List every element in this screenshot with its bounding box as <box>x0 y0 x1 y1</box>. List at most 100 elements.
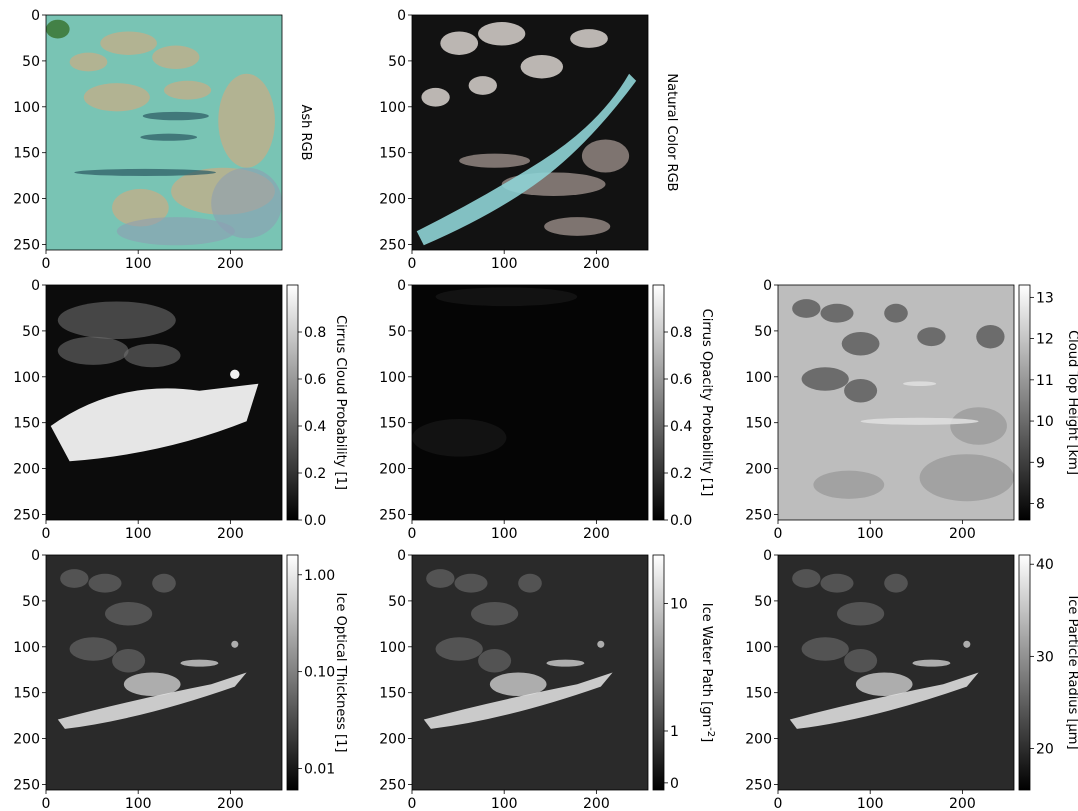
colorbar-tick-label: 10 <box>670 596 688 612</box>
y-tick-label: 250 <box>13 237 40 253</box>
x-tick-label: 100 <box>491 796 518 811</box>
x-tick-label: 200 <box>583 526 610 542</box>
cirrus-cloud-probability-label: Cirrus Cloud Probability [1] <box>333 315 348 490</box>
y-tick-label: 200 <box>745 462 772 478</box>
colorbar-tick-label: 0.6 <box>304 372 326 388</box>
cloud-top-height-label: Cloud Top Height [km] <box>1065 330 1078 475</box>
y-tick-label: 150 <box>379 416 406 432</box>
y-tick-label: 250 <box>13 507 40 523</box>
colorbar-tick-label: 0.0 <box>670 513 692 529</box>
colorbar-tick-label: 0.10 <box>304 665 335 681</box>
panel-natural-color-rgb: 0 100 200 0 50 100 150 200 250 Natural Color RGB <box>379 8 679 272</box>
y-tick-label: 200 <box>379 192 406 208</box>
ash-rgb-label: Ash RGB <box>298 104 313 160</box>
colorbar-tick-label: 13 <box>1036 290 1054 306</box>
y-tick-label: 100 <box>13 100 40 116</box>
colorbar-tick-label: 20 <box>1036 742 1054 758</box>
x-tick-label: 200 <box>217 526 244 542</box>
ice-optical-thickness-colorbar <box>286 554 299 791</box>
y-tick-label: 0 <box>763 548 772 564</box>
x-tick-label: 100 <box>857 526 884 542</box>
y-tick-label: 250 <box>745 507 772 523</box>
y-tick-label: 50 <box>388 594 406 610</box>
panel-ice-particle-radius: 0 100 200 0 50 100 150 200 250 20 30 40 Ice Particle… <box>745 548 1078 811</box>
y-tick-label: 200 <box>379 732 406 748</box>
x-tick-label: 0 <box>42 526 51 542</box>
y-tick-label: 250 <box>379 237 406 253</box>
y-tick-label: 100 <box>13 640 40 656</box>
x-tick-label: 0 <box>42 256 51 272</box>
cirrus-opacity-probability-colorbar <box>652 284 665 521</box>
natural-color-rgb-image <box>412 15 648 250</box>
y-tick-label: 50 <box>754 324 772 340</box>
x-tick-label: 0 <box>408 256 417 272</box>
y-tick-label: 200 <box>13 732 40 748</box>
y-tick-label: 50 <box>22 324 40 340</box>
y-tick-label: 0 <box>397 8 406 24</box>
y-tick-label: 50 <box>22 594 40 610</box>
y-tick-label: 200 <box>745 732 772 748</box>
y-tick-label: 0 <box>397 548 406 564</box>
cirrus-cloud-probability-colorbar <box>286 284 299 521</box>
y-tick-label: 150 <box>745 686 772 702</box>
colorbar-tick-label: 0.01 <box>304 762 335 778</box>
y-tick-label: 250 <box>379 777 406 793</box>
natural-color-rgb-label: Natural Color RGB <box>664 73 679 191</box>
colorbar-tick-label: 0.2 <box>304 466 326 482</box>
y-tick-label: 0 <box>31 278 40 294</box>
colorbar-tick-label: 10 <box>1036 414 1054 430</box>
y-tick-label: 100 <box>745 640 772 656</box>
y-tick-label: 100 <box>745 370 772 386</box>
y-tick-label: 50 <box>754 594 772 610</box>
y-tick-label: 0 <box>31 8 40 24</box>
colorbar-tick-label: 9 <box>1036 455 1045 471</box>
x-tick-label: 200 <box>949 796 976 811</box>
colorbar-tick-label: 0.4 <box>304 419 326 435</box>
x-tick-label: 0 <box>408 526 417 542</box>
ice-water-path-label: Ice Water Path [gm-2] <box>699 603 717 742</box>
colorbar-tick-label: 1.00 <box>304 568 335 584</box>
ice-optical-thickness-image <box>46 555 282 790</box>
colorbar-tick-label: 1 <box>670 724 679 740</box>
colorbar-tick-label: 12 <box>1036 332 1054 348</box>
y-tick-label: 100 <box>13 370 40 386</box>
colorbar-tick-label: 0.6 <box>670 372 692 388</box>
y-tick-label: 150 <box>13 686 40 702</box>
colorbar-tick-label: 0.2 <box>670 466 692 482</box>
y-tick-label: 50 <box>388 54 406 70</box>
panel-ash-rgb: 0 100 200 0 50 100 150 200 250 Ash RGB <box>13 8 313 272</box>
y-tick-label: 50 <box>22 54 40 70</box>
x-tick-label: 0 <box>42 796 51 811</box>
x-tick-label: 100 <box>491 256 518 272</box>
x-tick-label: 0 <box>408 796 417 811</box>
y-tick-label: 200 <box>13 192 40 208</box>
colorbar-tick-label: 0.4 <box>670 419 692 435</box>
x-tick-label: 0 <box>774 796 783 811</box>
y-tick-label: 250 <box>13 777 40 793</box>
cirrus-opacity-probability-image <box>412 285 648 520</box>
y-tick-label: 100 <box>379 640 406 656</box>
y-tick-label: 100 <box>379 100 406 116</box>
colorbar-tick-label: 0.8 <box>304 325 326 341</box>
colorbar-tick-label: 0.0 <box>304 513 326 529</box>
x-tick-label: 200 <box>583 796 610 811</box>
ice-water-path-image <box>412 555 648 790</box>
x-tick-label: 200 <box>583 256 610 272</box>
ash-rgb-image <box>46 15 282 250</box>
ice-optical-thickness-label: Ice Optical Thickness [1] <box>333 593 348 753</box>
y-tick-label: 100 <box>379 370 406 386</box>
x-tick-label: 200 <box>217 796 244 811</box>
x-tick-label: 100 <box>857 796 884 811</box>
cloud-top-height-colorbar <box>1018 284 1031 521</box>
ice-particle-radius-colorbar <box>1018 554 1031 791</box>
colorbar-tick-label: 11 <box>1036 373 1054 389</box>
y-tick-label: 0 <box>763 278 772 294</box>
colorbar-tick-label: 30 <box>1036 649 1054 665</box>
cirrus-opacity-probability-label: Cirrus Opacity Probability [1] <box>699 309 714 497</box>
x-tick-label: 100 <box>491 526 518 542</box>
colorbar-tick-label: 40 <box>1036 557 1054 573</box>
y-tick-label: 200 <box>379 462 406 478</box>
panel-cloud-top-height: 0 100 200 0 50 100 150 200 250 8 9 10 11 12 13 Cloud To… <box>745 278 1078 542</box>
colorbar-tick-label: 8 <box>1036 497 1045 513</box>
